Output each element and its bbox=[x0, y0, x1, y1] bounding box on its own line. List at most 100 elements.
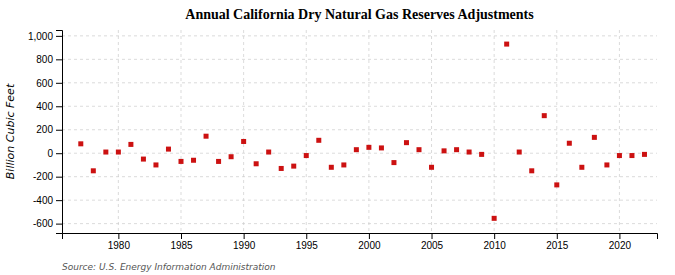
point bbox=[341, 162, 346, 167]
point bbox=[529, 168, 534, 173]
point bbox=[479, 152, 484, 157]
grid-line-x bbox=[619, 30, 620, 233]
point bbox=[266, 150, 271, 155]
x-tick: 2005 bbox=[421, 233, 444, 251]
point bbox=[617, 153, 622, 158]
grid-line-y bbox=[62, 35, 657, 36]
x-axis: 198019851990199520002005201020152020 bbox=[63, 233, 658, 251]
grid-line-y bbox=[62, 223, 657, 224]
point bbox=[179, 159, 184, 164]
y-tick-mark bbox=[56, 83, 62, 84]
point bbox=[454, 147, 459, 152]
point bbox=[291, 164, 296, 169]
point bbox=[329, 165, 334, 170]
point bbox=[567, 141, 572, 146]
points bbox=[78, 42, 647, 221]
y-tick-mark bbox=[56, 36, 62, 37]
grid-line-x bbox=[118, 30, 119, 233]
x-axis-line bbox=[63, 234, 658, 240]
point bbox=[141, 157, 146, 162]
x-tick-label: 2015 bbox=[546, 240, 569, 251]
point bbox=[642, 152, 647, 157]
y-axis-label: Billion Cubic Feet bbox=[4, 83, 17, 179]
grid-line-x bbox=[431, 30, 432, 233]
point bbox=[216, 159, 221, 164]
title: Annual California Dry Natural Gas Reserv… bbox=[185, 7, 534, 22]
point bbox=[429, 165, 434, 170]
y-tick: 200 bbox=[36, 124, 62, 135]
source-note: Source: U.S. Energy Information Administ… bbox=[62, 262, 276, 272]
point bbox=[366, 145, 371, 150]
y-tick: -200 bbox=[33, 171, 62, 182]
grid bbox=[62, 30, 657, 233]
point bbox=[241, 139, 246, 144]
y-tick: -600 bbox=[33, 218, 62, 229]
x-tick: 1980 bbox=[108, 233, 131, 251]
y-tick-mark bbox=[56, 153, 62, 154]
y-tick-label: -200 bbox=[33, 171, 53, 182]
x-tick-label: 1990 bbox=[233, 240, 256, 251]
point bbox=[517, 150, 522, 155]
x-tick-mark bbox=[432, 233, 433, 239]
point bbox=[191, 158, 196, 163]
x-tick-mark bbox=[306, 233, 307, 239]
point bbox=[504, 42, 509, 47]
point bbox=[229, 154, 234, 159]
point bbox=[492, 216, 497, 221]
x-tick-label: 1995 bbox=[296, 240, 319, 251]
y-tick: -400 bbox=[33, 195, 62, 206]
grid-line-y bbox=[62, 153, 657, 154]
y-tick-mark bbox=[56, 130, 62, 131]
point bbox=[579, 165, 584, 170]
point bbox=[103, 150, 108, 155]
point bbox=[629, 153, 634, 158]
point bbox=[254, 161, 259, 166]
x-tick-mark bbox=[369, 233, 370, 239]
point bbox=[304, 153, 309, 158]
point bbox=[442, 148, 447, 153]
point bbox=[404, 140, 409, 145]
point bbox=[379, 145, 384, 150]
point bbox=[592, 135, 597, 140]
y-tick-mark bbox=[56, 106, 62, 107]
grid-line-x bbox=[181, 30, 182, 233]
grid-line-y bbox=[62, 129, 657, 130]
y-tick-label: -400 bbox=[33, 195, 53, 206]
x-tick-label: 2010 bbox=[484, 240, 507, 251]
y-tick: 800 bbox=[36, 54, 62, 65]
grid-line-y bbox=[62, 82, 657, 83]
point bbox=[417, 147, 422, 152]
point bbox=[354, 147, 359, 152]
y-tick-label: 200 bbox=[36, 124, 53, 135]
point bbox=[316, 138, 321, 143]
point bbox=[166, 147, 171, 152]
y-axis-line bbox=[56, 31, 63, 234]
x-tick: 2010 bbox=[484, 233, 507, 251]
grid-line-x bbox=[243, 30, 244, 233]
x-tick: 2020 bbox=[609, 233, 632, 251]
x-tick-mark bbox=[118, 233, 119, 239]
y-tick-mark bbox=[56, 200, 62, 201]
point bbox=[153, 162, 158, 167]
grid-line-x bbox=[368, 30, 369, 233]
x-tick-label: 1980 bbox=[108, 240, 131, 251]
y-tick: 600 bbox=[36, 78, 62, 89]
x-tick-mark bbox=[244, 233, 245, 239]
x-tick: 1995 bbox=[296, 233, 319, 251]
point bbox=[391, 160, 396, 165]
x-tick: 2015 bbox=[546, 233, 569, 251]
x-tick-mark bbox=[181, 233, 182, 239]
point bbox=[204, 134, 209, 139]
y-tick-label: 0 bbox=[47, 148, 53, 159]
x-tick-mark bbox=[619, 233, 620, 239]
x-tick-mark bbox=[494, 233, 495, 239]
plot: 198019851990199520002005201020152020-600… bbox=[28, 30, 658, 251]
point bbox=[279, 166, 284, 171]
x-tick-label: 2020 bbox=[609, 240, 632, 251]
grid-line-y bbox=[62, 106, 657, 107]
x-tick-label: 2000 bbox=[358, 240, 381, 251]
point bbox=[91, 168, 96, 173]
y-tick-mark bbox=[56, 224, 62, 225]
grid-line-x bbox=[306, 30, 307, 233]
y-tick: 0 bbox=[47, 148, 62, 159]
